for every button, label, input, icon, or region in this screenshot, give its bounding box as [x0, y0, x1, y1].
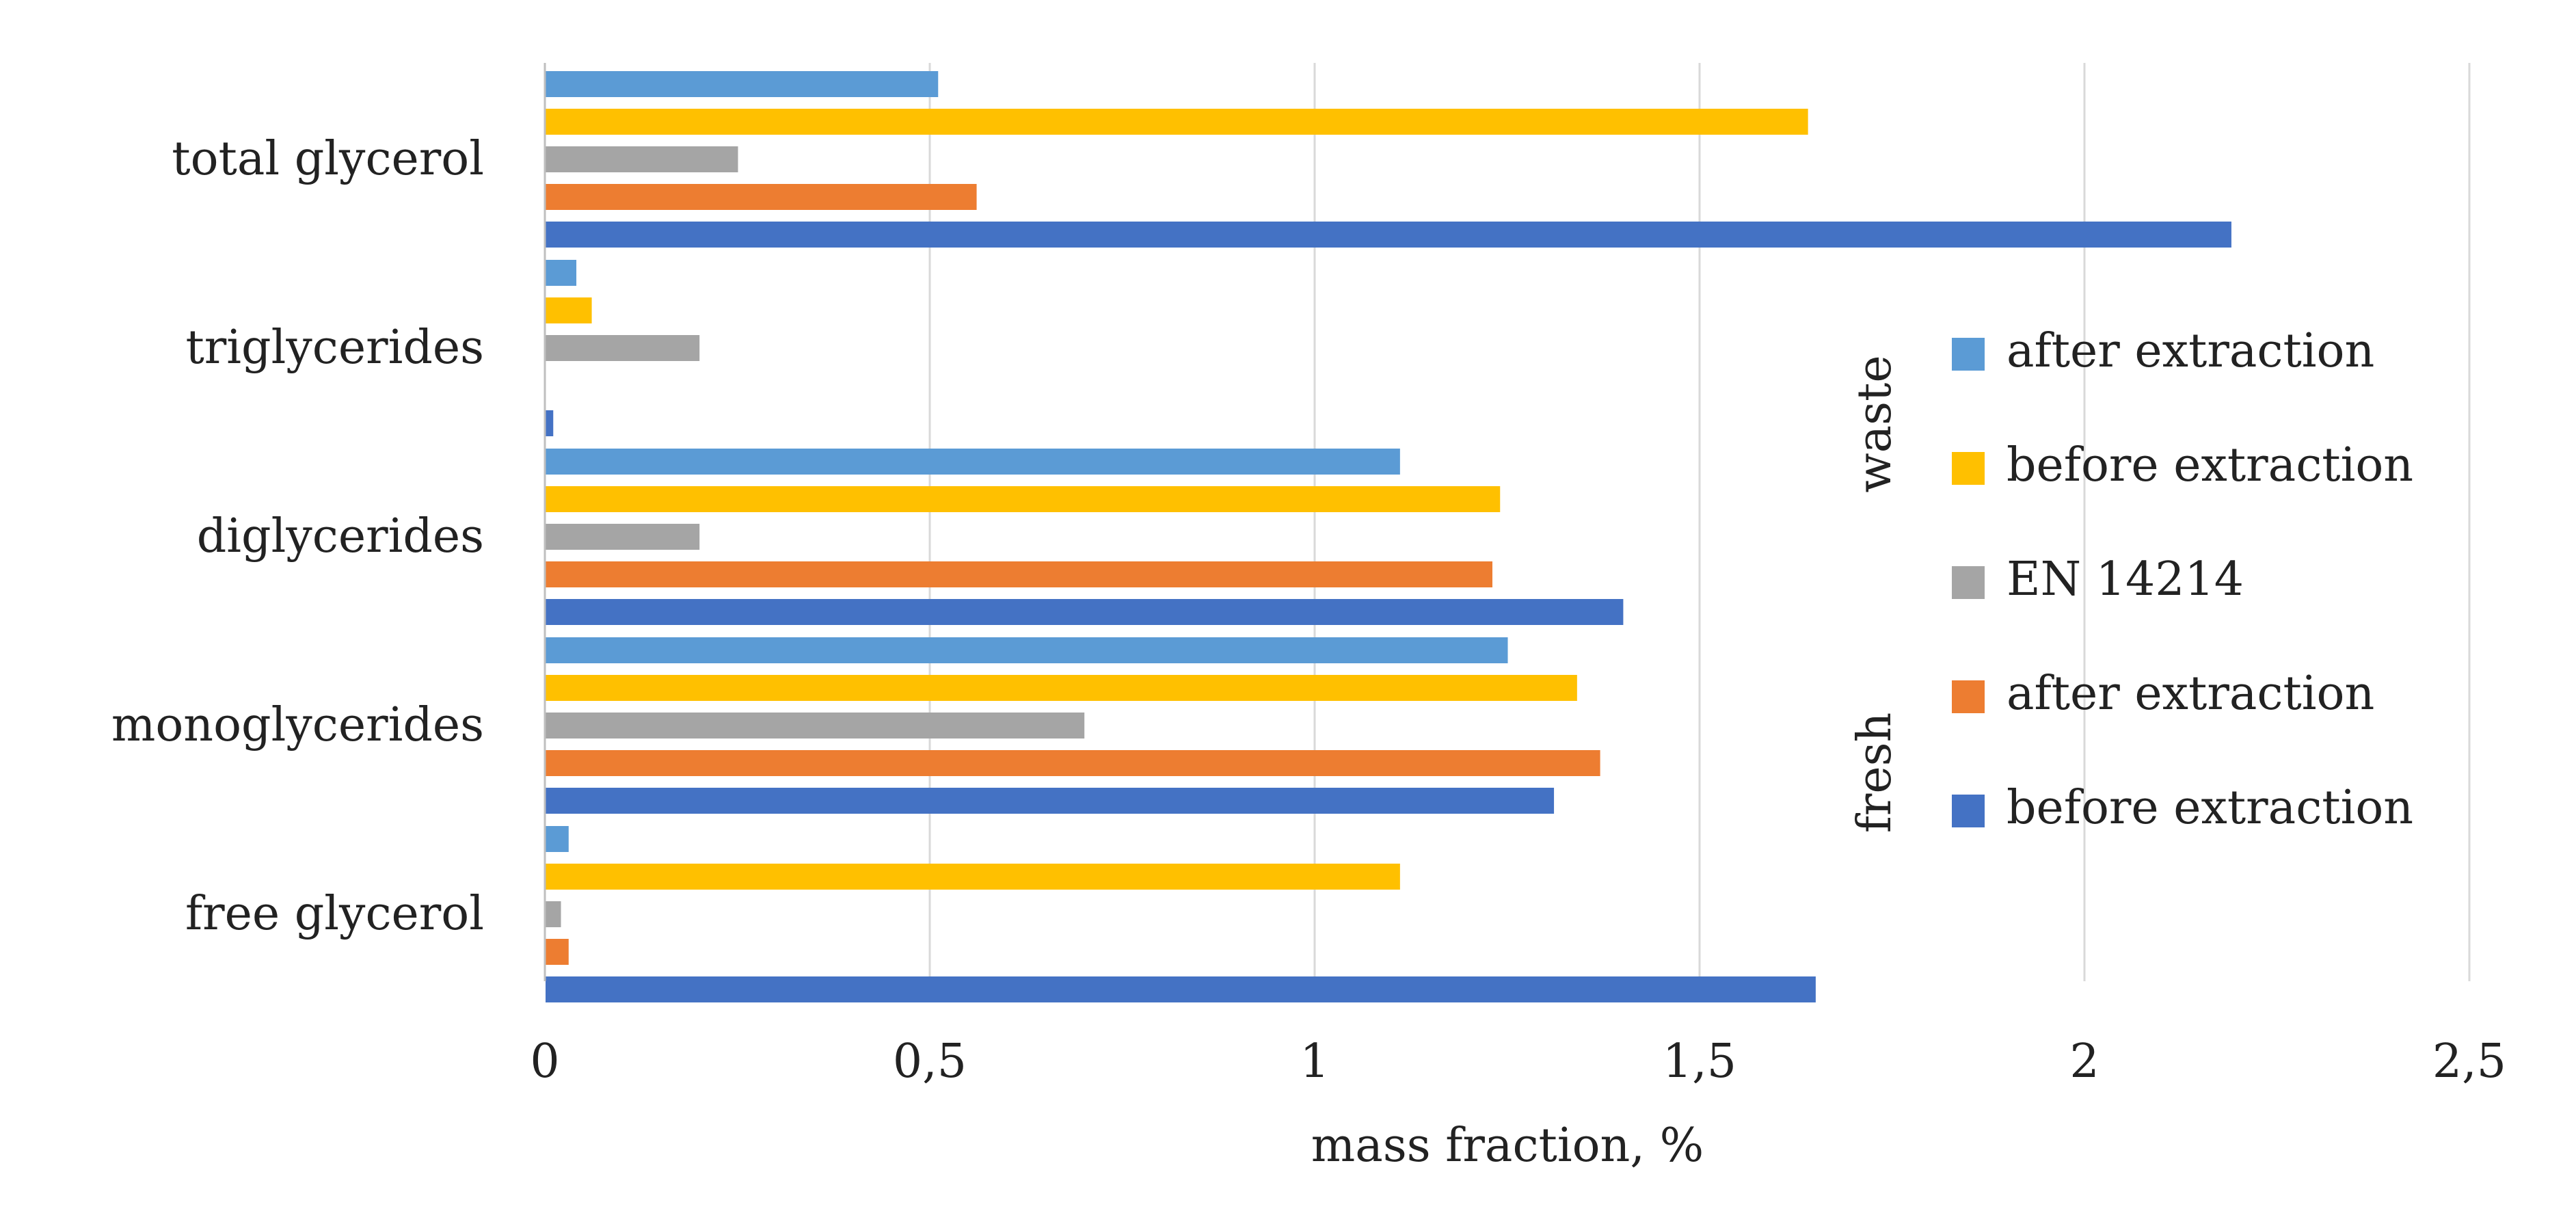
- y-tick-label: triglycerides: [185, 321, 484, 375]
- axes: 0 0,5 1 1,5 2 2,5 total glycerol triglycerides d…: [111, 63, 2506, 1089]
- legend-swatch: [1952, 795, 1985, 827]
- x-axis-title: mass fraction, %: [1311, 1119, 1704, 1173]
- bar-fresh-before-extraction-free-glycerol: [546, 976, 1816, 1002]
- bar-en-14214-diglycerides: [546, 524, 700, 550]
- bar-waste-after-extraction-free-glycerol: [546, 826, 569, 852]
- x-tick-label: 1,5: [1663, 1035, 1736, 1089]
- bar-fresh-after-extraction-diglycerides: [546, 561, 1492, 587]
- bar-waste-before-extraction-triglycerides: [546, 297, 592, 323]
- bar-waste-after-extraction-diglycerides: [546, 449, 1400, 475]
- legend-swatch: [1952, 338, 1985, 371]
- bar-waste-after-extraction-triglycerides: [546, 260, 577, 286]
- legend-swatch: [1952, 680, 1985, 713]
- legend-label: EN 14214: [2007, 553, 2244, 607]
- legend-swatch: [1952, 452, 1985, 485]
- y-tick-label: free glycerol: [185, 887, 484, 941]
- legend-swatch: [1952, 566, 1985, 599]
- legend-group-label-waste: waste: [1848, 355, 1902, 492]
- bar-waste-before-extraction-free-glycerol: [546, 864, 1400, 890]
- x-tick-label: 2: [2069, 1035, 2099, 1089]
- bar-fresh-after-extraction-free-glycerol: [546, 939, 569, 965]
- y-tick-label: diglycerides: [197, 509, 484, 563]
- x-tick-label: 2,5: [2432, 1035, 2506, 1089]
- bar-waste-before-extraction-total-glycerol: [546, 109, 1808, 135]
- legend-label: after extraction: [2007, 324, 2374, 378]
- bar-waste-after-extraction-total-glycerol: [546, 71, 939, 97]
- bar-waste-after-extraction-monoglycerides: [546, 637, 1508, 663]
- bar-fresh-before-extraction-diglycerides: [546, 599, 1624, 625]
- bar-en-14214-monoglycerides: [546, 713, 1085, 738]
- bar-en-14214-free-glycerol: [546, 901, 561, 927]
- x-tick-label: 0,5: [893, 1035, 967, 1089]
- bar-fresh-before-extraction-total-glycerol: [546, 222, 2231, 248]
- bar-fresh-before-extraction-monoglycerides: [546, 788, 1555, 814]
- legend-label: before extraction: [2007, 781, 2413, 835]
- x-tick-label: 1: [1300, 1035, 1329, 1089]
- legend-label: after extraction: [2007, 667, 2374, 721]
- x-tick-label: 0: [530, 1035, 559, 1089]
- bar-fresh-after-extraction-monoglycerides: [546, 750, 1600, 776]
- bar-en-14214-triglycerides: [546, 335, 700, 361]
- bars: [546, 71, 2231, 1002]
- bar-waste-before-extraction-diglycerides: [546, 486, 1501, 512]
- y-tick-label: total glycerol: [172, 132, 484, 186]
- bar-waste-before-extraction-monoglycerides: [546, 675, 1577, 701]
- legend: after extraction before extraction EN 1421…: [1848, 324, 2413, 835]
- y-tick-label: monoglycerides: [111, 698, 484, 752]
- legend-label: before extraction: [2007, 438, 2413, 492]
- bar-en-14214-total-glycerol: [546, 146, 738, 172]
- legend-group-label-fresh: fresh: [1848, 713, 1902, 834]
- bar-fresh-before-extraction-triglycerides: [546, 410, 554, 436]
- gridlines: [928, 63, 2471, 981]
- bar-fresh-after-extraction-total-glycerol: [546, 184, 977, 210]
